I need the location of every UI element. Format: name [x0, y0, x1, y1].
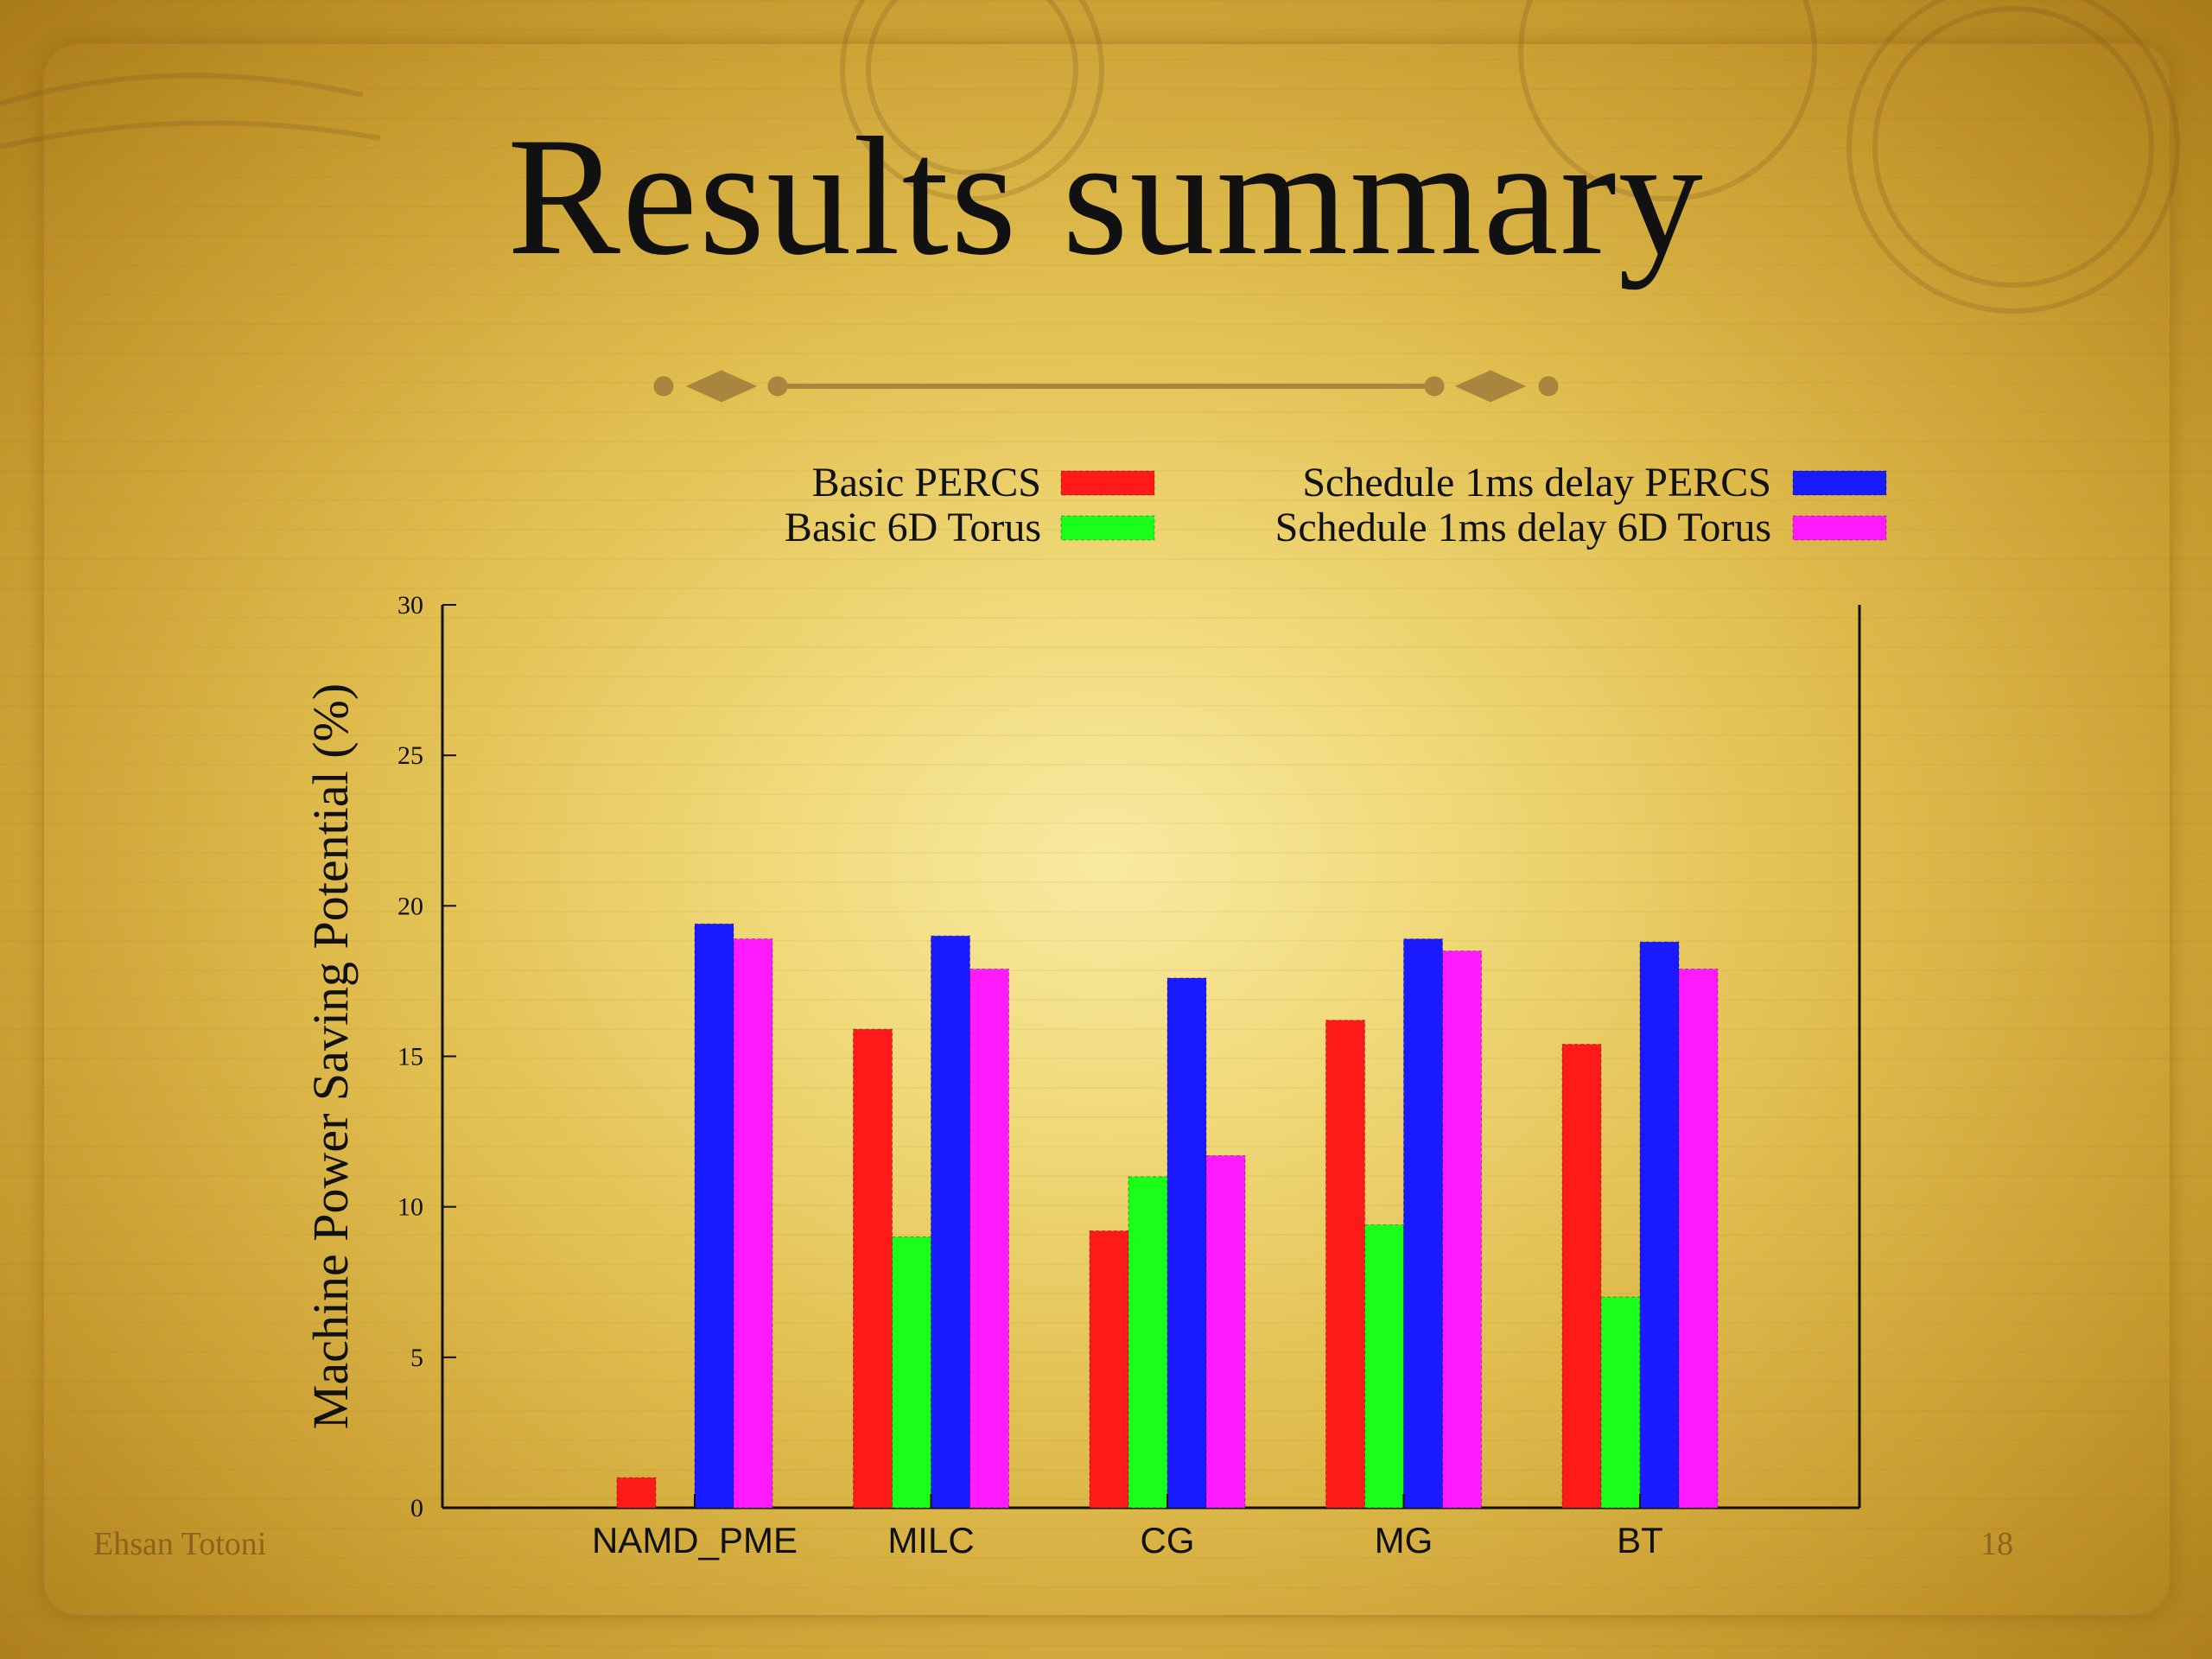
legend-label: Schedule 1ms delay 6D Torus: [1275, 505, 1771, 550]
y-tick-label: 30: [397, 591, 423, 620]
y-tick-label: 25: [397, 741, 423, 770]
x-tick-label: MILC: [887, 1520, 974, 1560]
legend-label: Basic PERCS: [812, 460, 1041, 505]
x-tick-label: CG: [1141, 1520, 1195, 1560]
footer-page-number: 18: [1980, 1526, 2013, 1562]
y-tick-label: 0: [410, 1494, 423, 1522]
y-tick-label: 10: [397, 1193, 423, 1222]
bar: [1678, 968, 1719, 1509]
slide-title: Results summary: [507, 103, 1705, 290]
y-axis-label: Machine Power Saving Potential (%): [302, 683, 359, 1429]
legend-swatch: [1792, 515, 1887, 541]
footer-author: Ehsan Totoni: [93, 1526, 267, 1562]
bar: [969, 968, 1009, 1509]
bar: [1128, 1176, 1168, 1509]
y-tick-label: 20: [397, 892, 423, 920]
bar: [1442, 950, 1482, 1509]
y-tick-label: 15: [397, 1043, 423, 1071]
bar: [1325, 1020, 1365, 1509]
bar: [1364, 1224, 1404, 1509]
bar: [616, 1477, 657, 1509]
bar: [1166, 977, 1207, 1509]
x-tick-label: BT: [1617, 1520, 1663, 1560]
bar: [1600, 1296, 1641, 1509]
x-tick-label: MG: [1375, 1520, 1433, 1560]
legend-label: Basic 6D Torus: [785, 505, 1041, 550]
bar: [1561, 1044, 1602, 1509]
slide-frame: [41, 41, 2172, 1618]
bar: [694, 923, 734, 1509]
legend-swatch: [1060, 470, 1155, 496]
bar: [1205, 1154, 1246, 1509]
bar: [931, 935, 970, 1509]
legend-swatch: [1060, 515, 1155, 541]
title-divider-ornament: [653, 370, 1559, 403]
bar: [853, 1028, 893, 1509]
y-tick-label: 5: [410, 1344, 423, 1372]
legend-swatch: [1792, 470, 1887, 496]
bar: [1639, 941, 1680, 1509]
x-tick-label: NAMD_PME: [592, 1520, 798, 1560]
bar: [1403, 938, 1443, 1509]
bar: [1089, 1230, 1129, 1509]
legend-label: Schedule 1ms delay PERCS: [1302, 460, 1771, 505]
bar: [892, 1236, 931, 1509]
bar: [733, 938, 773, 1509]
